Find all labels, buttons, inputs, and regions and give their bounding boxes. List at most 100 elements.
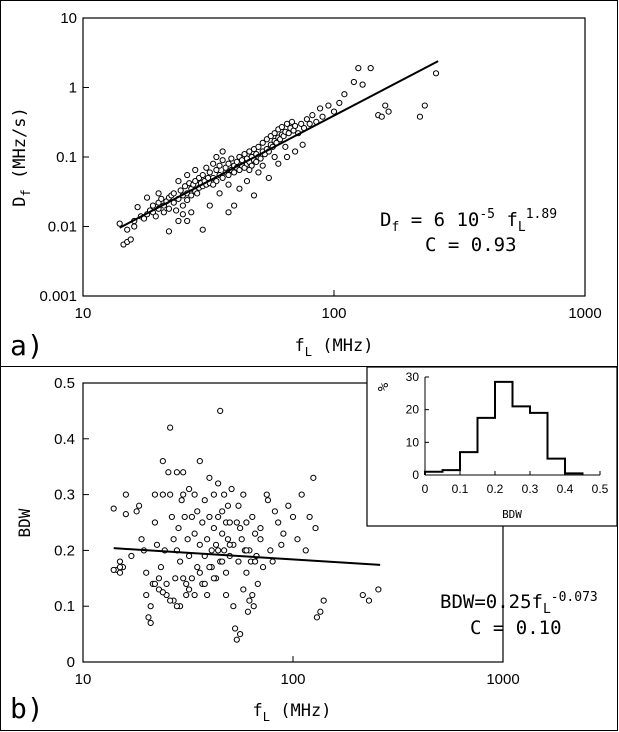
panel-a-data-point <box>127 236 134 243</box>
panel-b-data-point <box>172 575 179 582</box>
panel-b-data-point <box>259 564 267 571</box>
panel-a-data-point <box>285 130 292 137</box>
panel-b-data-point <box>226 541 233 548</box>
panel-a-data-point <box>175 217 182 225</box>
panel-a-correlation: C = 0.93 <box>425 234 517 256</box>
panel-b-data-point <box>212 541 220 548</box>
panel-b-data-point <box>188 513 195 521</box>
panel-b-data-point <box>136 502 143 509</box>
panel-b-data-point <box>128 552 135 560</box>
panel-b-data-point <box>208 547 215 554</box>
panel-a-data-point <box>416 113 424 120</box>
panel-a-data-point <box>219 174 226 182</box>
inset-y-label: % <box>376 382 392 391</box>
panel-b-data-point <box>238 536 245 543</box>
panel-a: 0.001 0.01 0.1 1 10 10 100 1000 Df (MHz/s) fL … <box>10 10 602 362</box>
inset-border <box>366 366 618 527</box>
panel-a-data-point <box>225 181 232 188</box>
panel-a-x-tick-label: 100 <box>321 305 346 322</box>
panel-a-data-point <box>225 160 232 167</box>
panel-b-data-point <box>246 597 253 604</box>
panel-b-data-point <box>181 513 188 521</box>
inset-histogram-outline <box>424 380 584 475</box>
panel-b-x-tick-label: 100 <box>280 671 305 688</box>
panel-b-border <box>0 366 618 731</box>
inset-y-tick-label: 0 <box>412 468 419 482</box>
panel-b-data-point <box>235 558 242 565</box>
panel-b-data-point <box>215 547 222 554</box>
panel-b-data-point <box>231 625 239 632</box>
inset-y-tick-label: 30 <box>406 370 420 384</box>
panel-b-data-point <box>222 569 230 576</box>
panel-b-data-point <box>249 513 256 521</box>
panel-a-data-point <box>257 155 264 162</box>
panel-b-data-point <box>194 508 201 515</box>
panel-b-data-point <box>191 491 198 498</box>
panel-b-data-point <box>240 586 247 593</box>
panel-a-data-point <box>359 81 366 88</box>
panel-a-x-tick-label: 10 <box>75 305 92 322</box>
inset-histogram: 0 10 20 30 0 0.1 0.2 0.3 0.4 0.5 % BDW <box>366 366 618 527</box>
panel-b-data-point <box>252 530 259 537</box>
panel-b-data-point <box>280 530 287 537</box>
panel-a-data-point <box>175 178 182 185</box>
panel-b-x-tick-label: 10 <box>75 671 92 688</box>
panel-a-data-point <box>271 130 278 137</box>
panel-b-data-point <box>249 591 256 599</box>
panel-a-data-point <box>219 148 226 155</box>
panel-a-data-point <box>259 162 266 169</box>
panel-a-points <box>116 65 440 248</box>
panel-b-data-point <box>116 569 124 576</box>
panel-b-data-point <box>116 564 124 571</box>
panel-b-data-point <box>217 407 224 414</box>
panel-b-data-point <box>233 636 240 643</box>
panel-b-y-tick-label: 0.4 <box>54 431 75 448</box>
panel-b-data-point <box>240 491 247 498</box>
panel-a-data-point <box>336 99 343 107</box>
panel-b-data-point <box>159 458 166 465</box>
panel-a-data-point <box>179 202 186 209</box>
panel-a-data-point <box>278 123 285 131</box>
panel-a-data-point <box>306 120 313 127</box>
panel-a-data-point <box>177 187 184 194</box>
panel-a-data-point <box>213 166 220 174</box>
panel-b-data-point <box>185 485 193 493</box>
panel-a-data-point <box>265 174 272 182</box>
panel-a-data-point <box>173 207 180 214</box>
panel-b-data-point <box>180 575 187 582</box>
panel-a-data-point <box>231 202 238 209</box>
panel-b-data-point <box>147 603 154 610</box>
panel-b-data-point <box>110 505 117 512</box>
panel-b-data-point <box>122 491 129 498</box>
panel-a-data-point <box>184 196 191 204</box>
panel-b-data-point <box>237 631 244 638</box>
panel-a-data-point <box>271 153 278 161</box>
panel-a-data-point <box>188 192 195 199</box>
panel-b-data-point <box>289 513 297 521</box>
panel-a-data-point <box>341 91 348 98</box>
panel-b-data-point <box>243 569 250 576</box>
panel-a-data-point <box>216 162 223 169</box>
panel-b-data-point <box>264 497 272 504</box>
panel-b-data-point <box>204 591 211 599</box>
panel-b-data-point <box>122 511 129 518</box>
inset-y-tick-label: 10 <box>406 435 420 449</box>
panel-b-data-point <box>180 491 187 498</box>
panel-a-data-point <box>319 113 326 120</box>
panel-b-data-point <box>224 536 232 543</box>
panel-b-data-point <box>183 591 190 599</box>
panel-b-data-point <box>167 424 174 431</box>
panel-b-data-point <box>254 580 261 587</box>
panel-a-data-point <box>292 148 299 155</box>
panel-b-data-point <box>116 558 124 565</box>
inset-y-ticks: 0 10 20 30 <box>406 370 429 482</box>
panel-a-data-point <box>255 143 262 150</box>
panel-a-label: a) <box>10 329 44 362</box>
panel-b-data-point <box>204 536 211 543</box>
panel-a-data-point <box>421 102 428 109</box>
panel-b-data-point <box>184 536 191 543</box>
panel-b-data-point <box>263 491 270 498</box>
panel-b-data-point <box>221 491 228 498</box>
panel-a-data-point <box>330 108 338 115</box>
